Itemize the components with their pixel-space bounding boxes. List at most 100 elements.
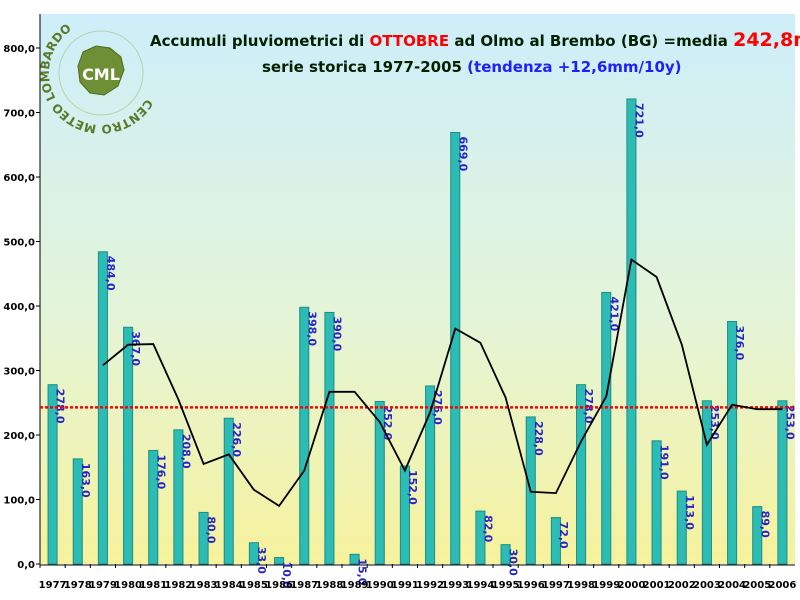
x-tick-label-2003: 2003: [693, 580, 721, 591]
bar-2003: [701, 400, 712, 565]
bar-1994: [475, 510, 486, 565]
x-tick-label-1978: 1978: [64, 580, 92, 591]
data-label-2001: 191,0: [658, 445, 671, 480]
y-tick-label: 300,0: [3, 367, 35, 378]
x-tick-label-1991: 1991: [391, 580, 419, 591]
y-tick-label: 800,0: [3, 44, 35, 55]
plot-background: [40, 14, 795, 564]
x-tick-label-1996: 1996: [517, 580, 545, 591]
x-tick-label-1987: 1987: [290, 580, 318, 591]
data-label-1983: 80,0: [205, 516, 218, 543]
bar-1987: [299, 306, 310, 565]
x-tick-label-1981: 1981: [139, 580, 167, 591]
x-tick-label-2001: 2001: [643, 580, 671, 591]
lombardy-map-icon: [77, 45, 125, 96]
x-tick-label-1985: 1985: [240, 580, 268, 591]
data-label-1985: 33,0: [255, 547, 268, 574]
x-tick-label-1984: 1984: [215, 580, 243, 591]
data-label-1989: 15,0: [356, 558, 369, 585]
y-tick-label: 200,0: [3, 431, 35, 442]
bar-1990: [374, 400, 385, 565]
x-tick-label-1989: 1989: [341, 580, 369, 591]
y-tick-label: 0,0: [17, 560, 35, 571]
data-label-1981: 176,0: [154, 454, 167, 489]
moving-average-line: [102, 258, 783, 508]
x-tick-label-1992: 1992: [416, 580, 444, 591]
bar-1989: [349, 553, 360, 565]
logo-ring: [58, 30, 144, 116]
bar-1978: [72, 458, 83, 565]
x-tick-label-2000: 2000: [617, 580, 645, 591]
bar-1997: [550, 517, 561, 565]
data-label-1984: 226,0: [230, 422, 243, 457]
x-tick-label-1986: 1986: [265, 580, 293, 591]
logo-abbreviation: CML: [82, 65, 120, 84]
bar-2005: [752, 506, 763, 565]
data-label-1995: 30,0: [507, 549, 520, 576]
x-tick-label-2006: 2006: [768, 580, 796, 591]
x-tick-label-1982: 1982: [164, 580, 192, 591]
x-tick-label-1999: 1999: [592, 580, 620, 591]
data-label-2006: 253,0: [783, 405, 796, 440]
data-label-1998: 278,0: [582, 389, 595, 424]
bar-1983: [198, 511, 209, 565]
bar-1993: [450, 131, 461, 565]
x-tick-label-1997: 1997: [542, 580, 570, 591]
bar-1999: [601, 291, 612, 565]
bar-2001: [651, 440, 662, 565]
bar-1992: [425, 385, 436, 565]
data-label-2005: 89,0: [758, 511, 771, 538]
bar-1977: [47, 384, 58, 565]
title-line-1: Accumuli pluviometrici di OTTOBRE ad Olm…: [150, 29, 800, 51]
data-label-1996: 228,0: [532, 421, 545, 456]
bar-1982: [173, 429, 184, 565]
x-tick-label-2005: 2005: [743, 580, 771, 591]
data-label-1986: 10,0: [280, 562, 293, 589]
bar-1986: [274, 557, 285, 565]
bar-1988: [324, 311, 335, 565]
bar-1985: [248, 542, 259, 565]
x-tick-label-1998: 1998: [567, 580, 595, 591]
data-label-1997: 72,0: [557, 522, 570, 549]
x-tick-label-1990: 1990: [366, 580, 394, 591]
bar-2002: [676, 490, 687, 565]
data-label-1978: 163,0: [79, 463, 92, 498]
y-axis-ticks: 0,0 100,0 200,0 300,0 400,0 500,0 600,0 700,0 80…: [3, 44, 40, 571]
x-tick-label-1995: 1995: [492, 580, 520, 591]
x-tick-label-2002: 2002: [668, 580, 696, 591]
bar-1995: [500, 544, 511, 565]
data-label-2003: 253,0: [708, 405, 721, 440]
x-tick-label-1977: 1977: [39, 580, 67, 591]
data-label-1993: 669,0: [456, 136, 469, 171]
data-label-1991: 152,0: [406, 470, 419, 505]
data-label-1979: 484,0: [104, 256, 117, 291]
data-label-2004: 376,0: [733, 325, 746, 360]
data-label-1982: 208,0: [179, 434, 192, 469]
x-tick-label-2004: 2004: [718, 580, 746, 591]
data-label-1987: 398,0: [305, 311, 318, 346]
data-label-1988: 390,0: [330, 316, 343, 351]
y-tick-label: 600,0: [3, 173, 35, 184]
x-tick-label-1979: 1979: [89, 580, 117, 591]
bar-1991: [399, 465, 410, 565]
bar-2004: [727, 320, 738, 565]
x-tick-label-1983: 1983: [190, 580, 218, 591]
bar-1980: [123, 326, 134, 565]
bar-1981: [148, 449, 159, 565]
chart-title: Accumuli pluviometrici di OTTOBRE ad Olm…: [150, 29, 800, 76]
y-tick-label: 400,0: [3, 302, 35, 313]
x-axis-ticks: 1977197819791980198119821983198419851986…: [39, 564, 796, 591]
data-label-1980: 367,0: [129, 331, 142, 366]
x-tick-label-1993: 1993: [441, 580, 469, 591]
data-label-1999: 421,0: [607, 296, 620, 331]
data-label-2000: 721,0: [632, 103, 645, 138]
title-line-2: serie storica 1977-2005 (tendenza +12,6m…: [262, 58, 682, 76]
x-tick-label-1994: 1994: [466, 580, 494, 591]
y-tick-label: 500,0: [3, 238, 35, 249]
x-tick-label-1988: 1988: [315, 580, 343, 591]
bar-1984: [223, 417, 234, 565]
data-label-1994: 82,0: [481, 515, 494, 542]
data-label-2002: 113,0: [683, 495, 696, 530]
bar-2000: [626, 98, 637, 565]
